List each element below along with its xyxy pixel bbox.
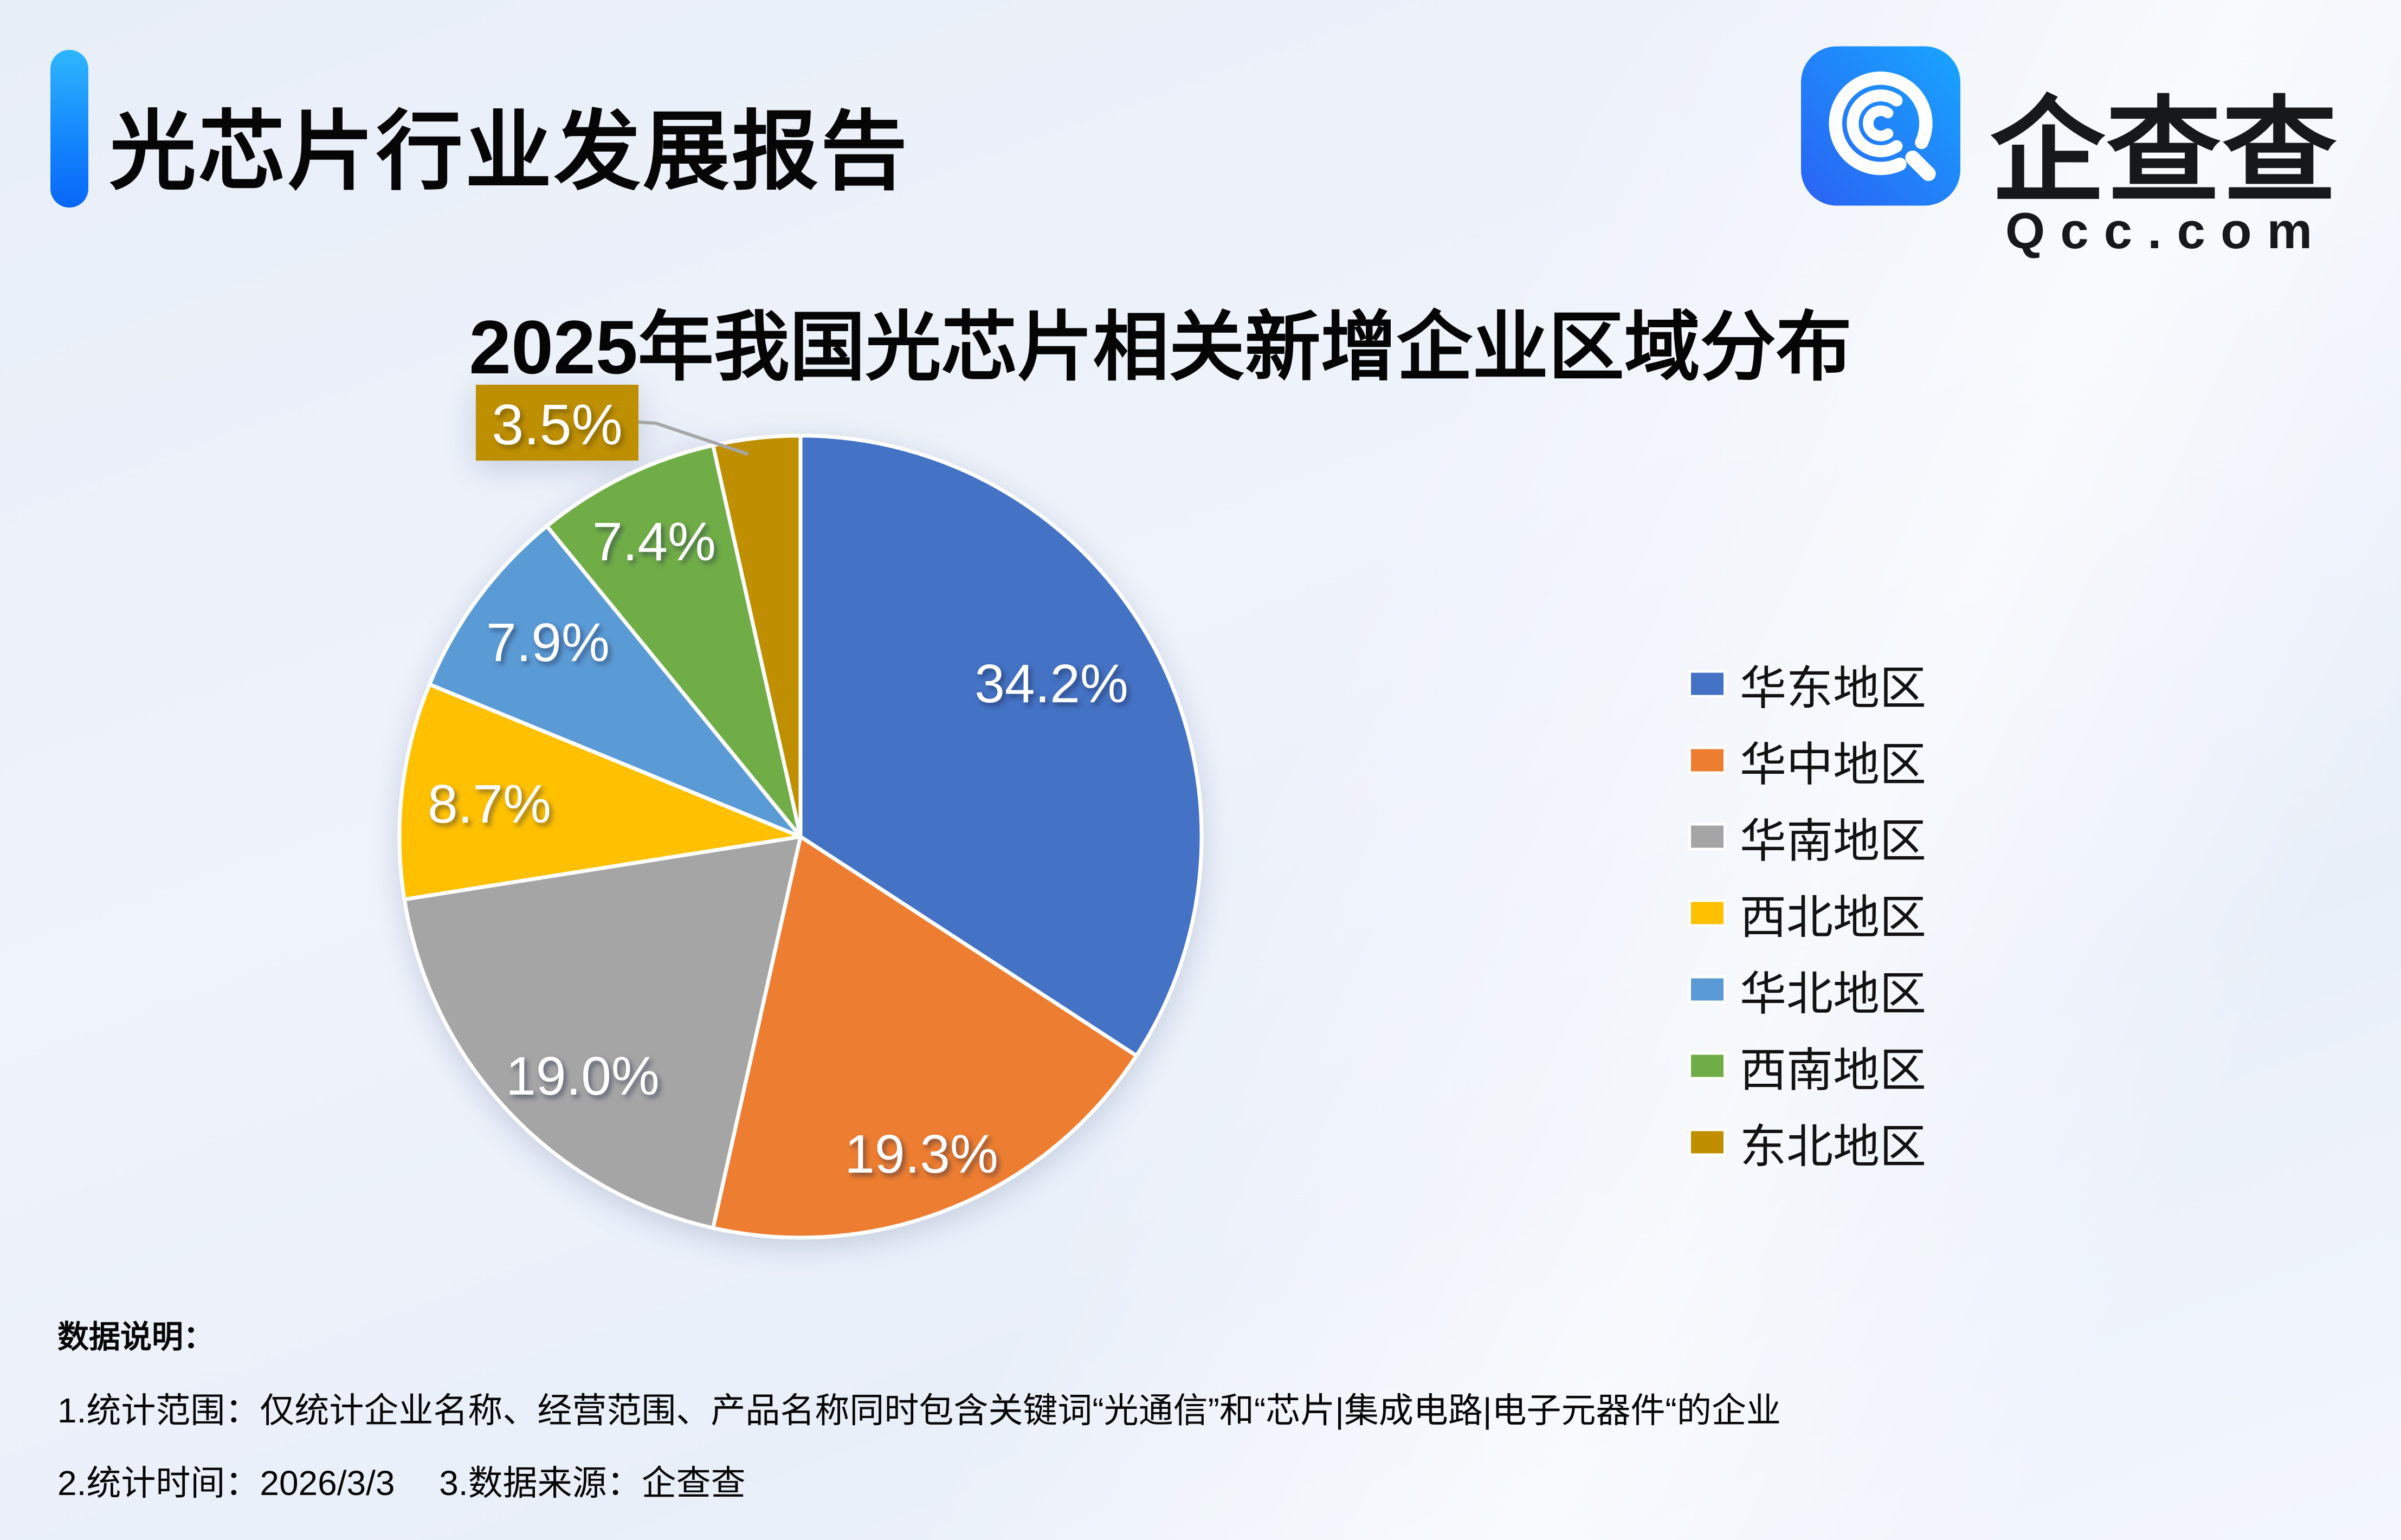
logo-magnifier-handle bbox=[1905, 150, 1936, 182]
pie-chart-svg: 34.2% 19.3% 19.0% 8.7% 7.9% 7.4% 3.5% bbox=[397, 385, 1204, 1240]
legend-label: 华南地区 bbox=[1740, 815, 1926, 868]
slice-label-华东地区: 34.2% bbox=[974, 653, 1128, 714]
legend-item-华南地区: 华南地区 bbox=[1691, 803, 1926, 871]
callout-leader-line bbox=[637, 420, 748, 456]
logo-q-ring bbox=[1829, 72, 1933, 176]
slice-label-华北地区: 7.9% bbox=[486, 612, 610, 673]
callout-box bbox=[476, 385, 638, 461]
notes-scope-line: 1.统计范围：仅统计企业名称、经营范围、产品名称同时包含关键词“光通信”和“芯片… bbox=[57, 1391, 1781, 1430]
page-title: 光芯片行业发展报告 bbox=[109, 103, 910, 200]
legend-item-华北地区: 华北地区 bbox=[1691, 956, 1926, 1024]
pie-slice-东北地区 bbox=[711, 433, 803, 839]
notes-date-source-line: 2.统计时间：2026/3/3 3.数据来源：企查查 bbox=[57, 1464, 746, 1503]
pie-slice-华北地区 bbox=[427, 524, 803, 839]
qcc-logo-icon bbox=[1801, 46, 1960, 206]
logo-inner-c bbox=[1863, 105, 1894, 141]
slice-label-西北地区: 8.7% bbox=[428, 774, 551, 834]
slice-label-华中地区: 19.3% bbox=[844, 1124, 998, 1185]
logo-wordmark: 企查查 bbox=[1990, 87, 2338, 216]
legend-swatch-华南地区 bbox=[1691, 825, 1724, 848]
legend-swatch-西南地区 bbox=[1691, 1054, 1724, 1077]
legend-label: 华东地区 bbox=[1740, 662, 1926, 715]
legend-item-东北地区: 东北地区 bbox=[1691, 1109, 1926, 1176]
logo-tile bbox=[1801, 46, 1960, 206]
legend-swatch-华中地区 bbox=[1691, 749, 1724, 772]
pie-slice-西南地区 bbox=[545, 443, 803, 839]
legend-swatch-华北地区 bbox=[1691, 978, 1724, 1001]
legend-label: 西南地区 bbox=[1740, 1044, 1926, 1097]
slice-label-华南地区: 19.0% bbox=[506, 1046, 660, 1107]
legend-swatch-华东地区 bbox=[1691, 672, 1724, 695]
callout-label: 3.5% bbox=[492, 393, 623, 457]
logo-c-arc bbox=[1847, 89, 1903, 158]
legend-swatch-东北地区 bbox=[1691, 1131, 1724, 1154]
legend-item-西北地区: 西北地区 bbox=[1691, 879, 1926, 947]
chart-title: 2025年我国光芯片相关新增企业区域分布 bbox=[469, 305, 1852, 390]
legend-item-西南地区: 西南地区 bbox=[1691, 1032, 1926, 1100]
legend-item-华中地区: 华中地区 bbox=[1691, 727, 1926, 794]
notes-heading: 数据说明： bbox=[57, 1319, 215, 1355]
pie-slice-西北地区 bbox=[397, 682, 803, 902]
legend-label: 华北地区 bbox=[1740, 968, 1926, 1020]
legend-label: 东北地区 bbox=[1740, 1121, 1926, 1173]
legend-swatch-西北地区 bbox=[1691, 902, 1724, 924]
title-accent-bar bbox=[50, 50, 88, 208]
legend-label: 西北地区 bbox=[1740, 891, 1926, 944]
pie-slice-华南地区 bbox=[402, 834, 803, 1230]
slice-label-西南地区: 7.4% bbox=[592, 512, 716, 572]
pie-slice-华中地区 bbox=[711, 834, 1139, 1240]
legend-item-华东地区: 华东地区 bbox=[1691, 650, 1926, 718]
logo-domain: Qcc.com bbox=[2005, 202, 2328, 259]
legend-label: 华中地区 bbox=[1740, 739, 1926, 791]
